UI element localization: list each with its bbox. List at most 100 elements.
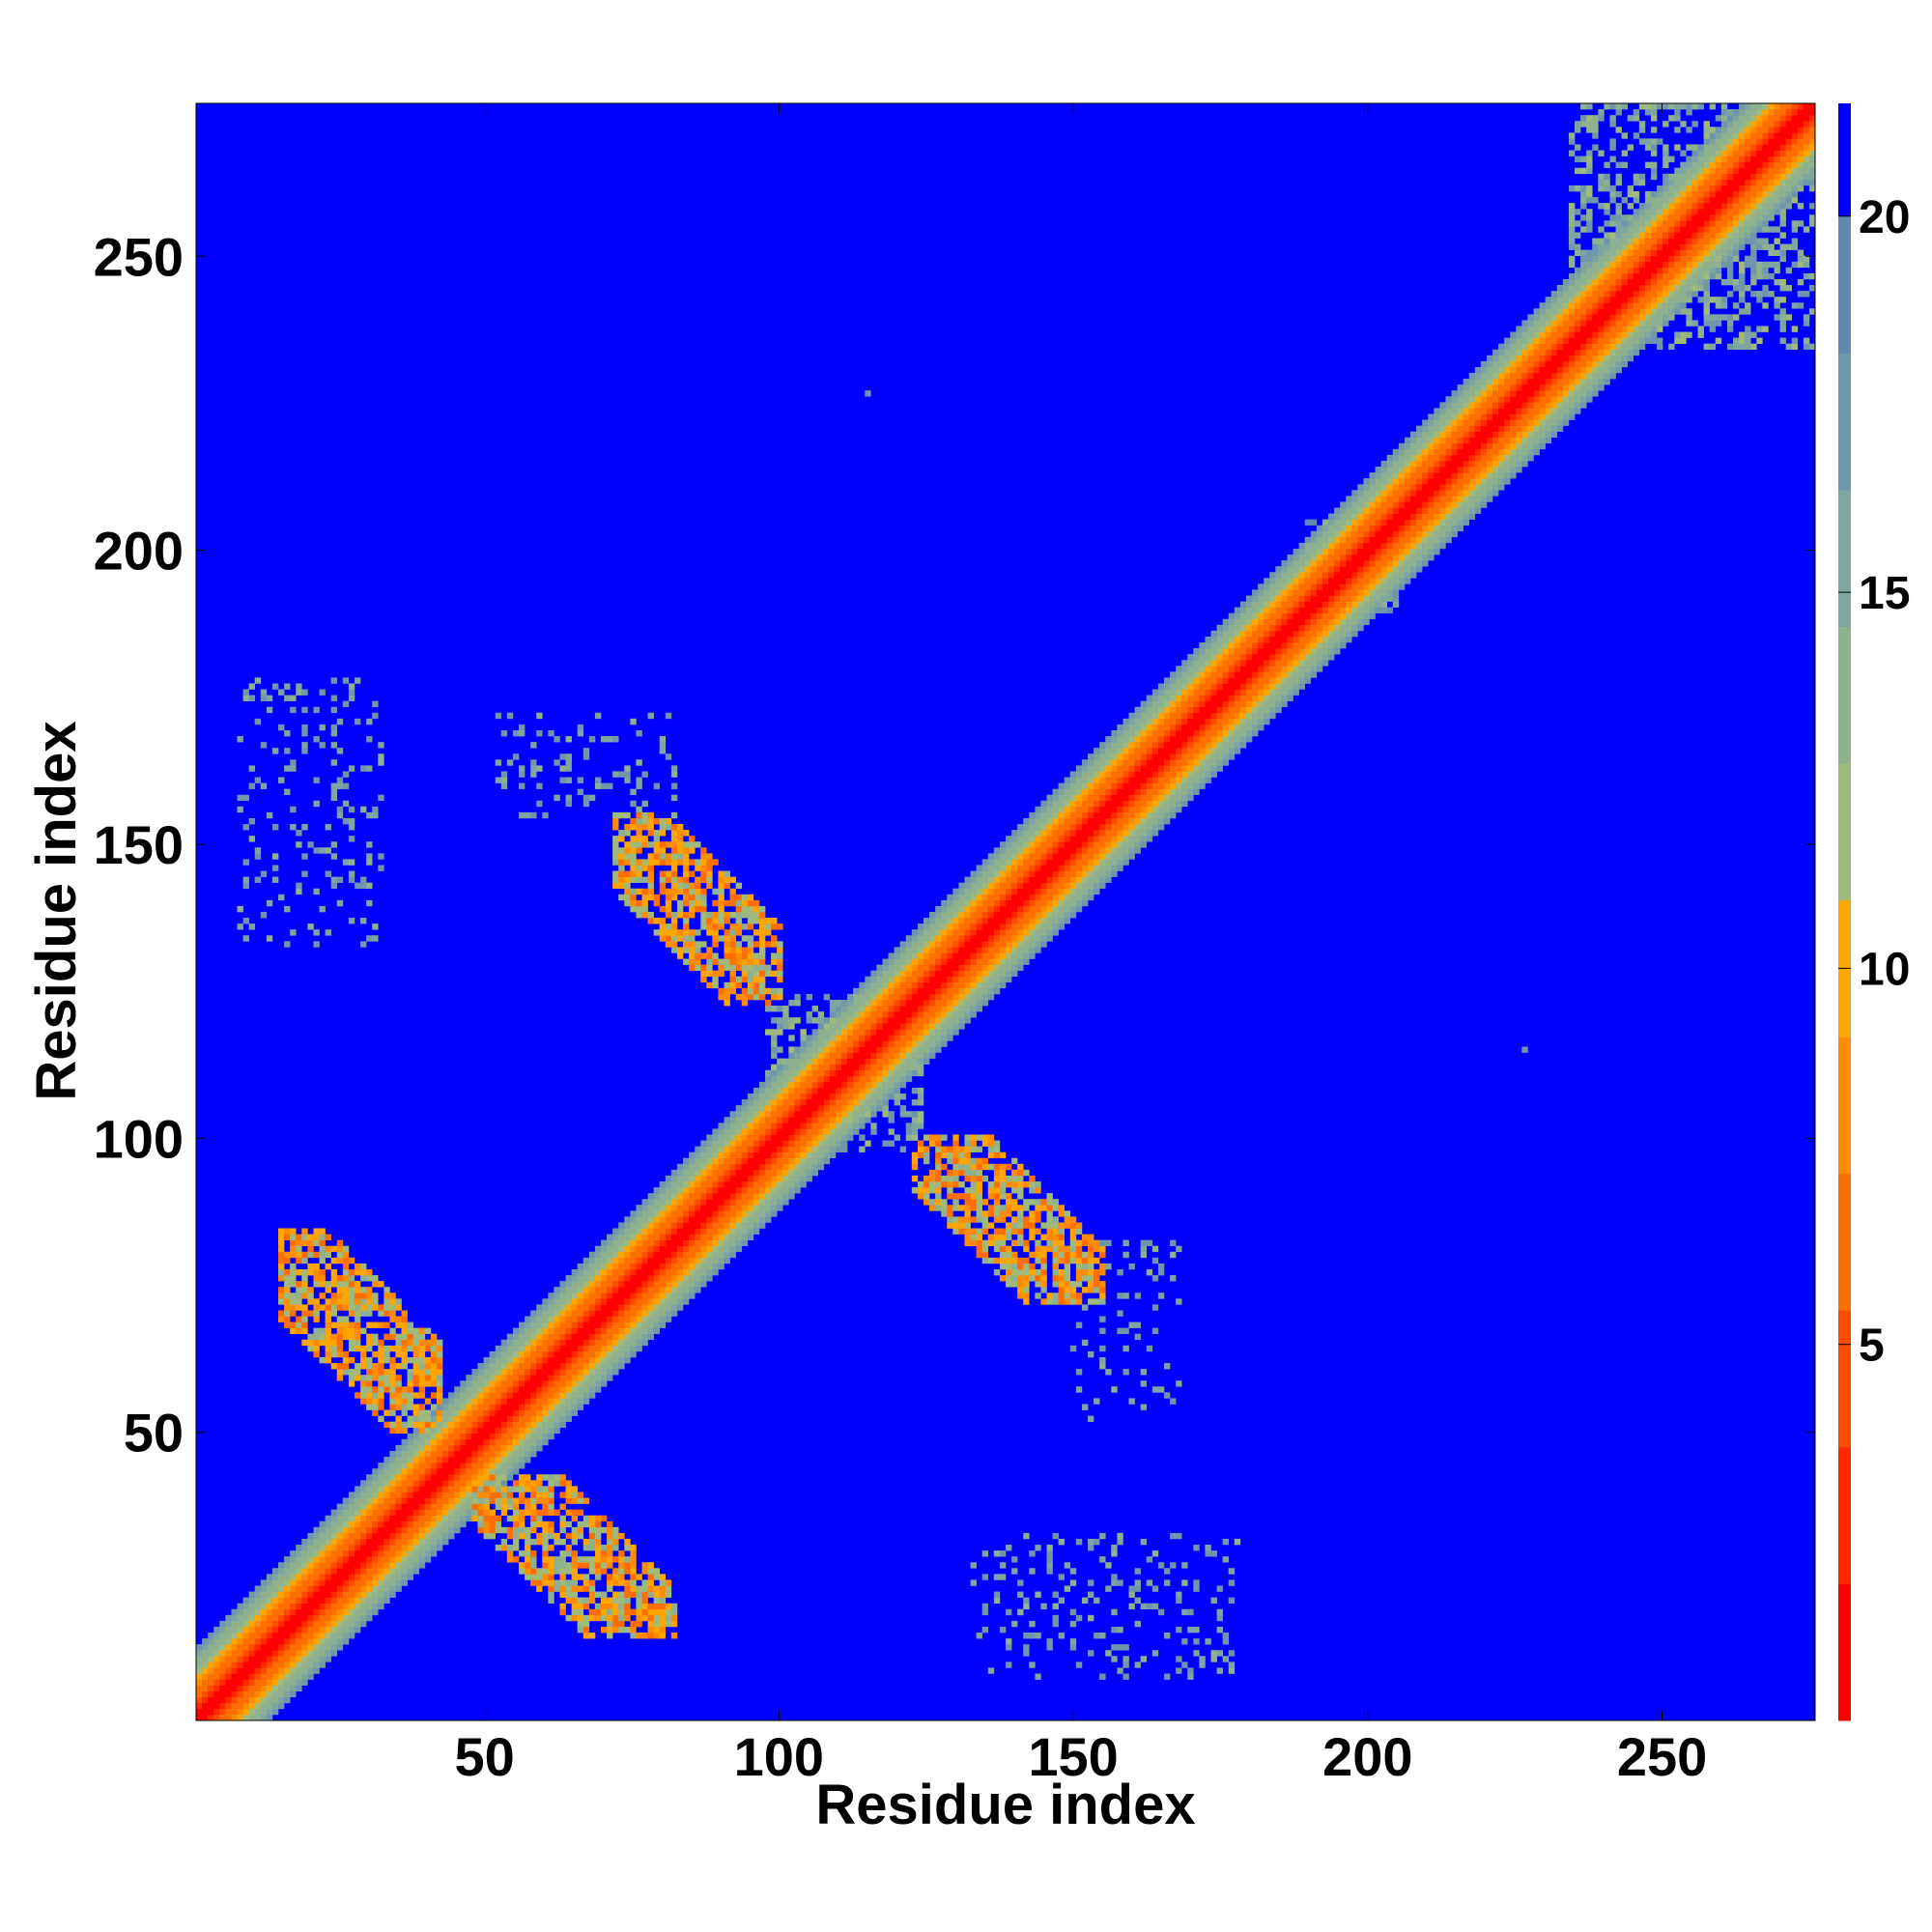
heatmap-cell — [378, 1550, 384, 1557]
heatmap-cell — [500, 1345, 508, 1352]
heatmap-cell — [835, 1087, 842, 1094]
heatmap-cell — [811, 1058, 818, 1065]
heatmap-cell — [859, 987, 866, 995]
heatmap-cell — [325, 1603, 331, 1610]
heatmap-cell — [712, 899, 719, 907]
heatmap-cell — [894, 1046, 900, 1053]
heatmap-cell — [354, 1268, 361, 1276]
heatmap-cell — [366, 811, 373, 819]
heatmap-cell — [530, 1392, 537, 1399]
heatmap-cell — [911, 958, 919, 965]
heatmap-cell — [947, 987, 953, 995]
heatmap-cell — [594, 1293, 602, 1299]
heatmap-cell — [571, 1281, 579, 1288]
heatmap-cell — [284, 1293, 291, 1299]
heatmap-cell — [296, 1245, 302, 1253]
heatmap-cell — [618, 1257, 625, 1264]
heatmap-cell — [695, 1216, 701, 1223]
heatmap-cell — [360, 1568, 367, 1575]
heatmap-cell — [840, 1122, 848, 1129]
heatmap-cell — [196, 1673, 203, 1680]
heatmap-cell — [729, 888, 736, 895]
heatmap-cell — [483, 1515, 490, 1522]
heatmap-cell — [607, 1239, 613, 1247]
heatmap-cell — [917, 1181, 924, 1188]
heatmap-cell — [758, 1181, 766, 1188]
heatmap-cell — [407, 1433, 413, 1440]
heatmap-cell — [676, 1199, 684, 1206]
heatmap-cell — [765, 1199, 772, 1206]
heatmap-cell — [947, 1210, 953, 1217]
heatmap-cell — [342, 1369, 350, 1376]
heatmap-cell — [489, 1350, 496, 1358]
heatmap-cell — [554, 1339, 560, 1347]
heatmap-cell — [630, 1585, 637, 1592]
heatmap-cell — [689, 1175, 696, 1182]
heatmap-cell — [384, 1369, 390, 1376]
heatmap-cell — [929, 1134, 936, 1141]
heatmap-cell — [360, 1515, 367, 1522]
heatmap-cell — [670, 836, 678, 842]
heatmap-cell — [771, 1146, 778, 1152]
heatmap-cell — [647, 912, 654, 919]
heatmap-cell — [254, 1626, 262, 1634]
heatmap-cell — [835, 1140, 842, 1147]
heatmap-cell — [601, 1568, 608, 1575]
heatmap-cell — [559, 1415, 566, 1422]
heatmap-cell — [530, 1520, 537, 1528]
heatmap-cell — [964, 1151, 971, 1159]
heatmap-cell — [330, 1275, 338, 1282]
heatmap-cell — [278, 1667, 285, 1674]
heatmap-cell — [389, 1497, 396, 1504]
heatmap-cell — [952, 947, 959, 953]
heatmap-cell — [325, 1656, 331, 1662]
heatmap-cell — [354, 1392, 361, 1399]
heatmap-cell — [248, 1656, 256, 1662]
heatmap-cell — [765, 1111, 772, 1118]
heatmap-cell — [689, 1205, 696, 1211]
heatmap-cell — [905, 987, 913, 995]
heatmap-cell — [653, 899, 661, 907]
heatmap-cell — [695, 1193, 701, 1200]
heatmap-cell — [665, 1245, 672, 1253]
heatmap-cell — [336, 1345, 344, 1352]
heatmap-cell — [208, 1714, 214, 1721]
heatmap-cell — [859, 1134, 866, 1141]
heatmap-cell — [641, 865, 648, 871]
heatmap-cell — [695, 1234, 701, 1240]
heatmap-cell — [835, 1069, 842, 1077]
heatmap-cell — [313, 1667, 320, 1674]
heatmap-cell — [811, 1094, 818, 1100]
heatmap-cell — [771, 1046, 778, 1053]
heatmap-cell — [330, 1585, 338, 1592]
heatmap-cell — [565, 1386, 572, 1393]
heatmap-cell — [366, 1268, 373, 1276]
heatmap-cell — [196, 1679, 203, 1686]
heatmap-cell — [689, 859, 696, 866]
heatmap-cell — [729, 1199, 736, 1206]
heatmap-cell — [412, 1421, 420, 1429]
heatmap-cell — [676, 1175, 684, 1182]
heatmap-cell — [348, 1550, 355, 1557]
heatmap-cell — [319, 905, 326, 913]
heatmap-cell — [325, 1515, 331, 1522]
heatmap-cell — [278, 1234, 285, 1240]
heatmap-cell — [266, 1650, 273, 1657]
heatmap-cell — [196, 1650, 203, 1657]
heatmap-cell — [571, 1310, 579, 1317]
heatmap-cell — [582, 1520, 590, 1528]
heatmap-cell — [653, 1574, 661, 1580]
heatmap-cell — [430, 1421, 438, 1429]
heatmap-cell — [301, 706, 308, 714]
heatmap-cell — [641, 817, 648, 825]
heatmap-cell — [395, 1515, 402, 1522]
heatmap-cell — [571, 1287, 579, 1293]
heatmap-cell — [313, 1585, 320, 1592]
heatmap-cell — [712, 912, 719, 919]
heatmap-cell — [835, 1023, 842, 1030]
heatmap-cell — [840, 1058, 848, 1065]
heatmap-cell — [935, 970, 942, 978]
heatmap-cell — [271, 1568, 279, 1575]
heatmap-cell — [506, 1339, 514, 1347]
heatmap-cell — [582, 1497, 590, 1504]
